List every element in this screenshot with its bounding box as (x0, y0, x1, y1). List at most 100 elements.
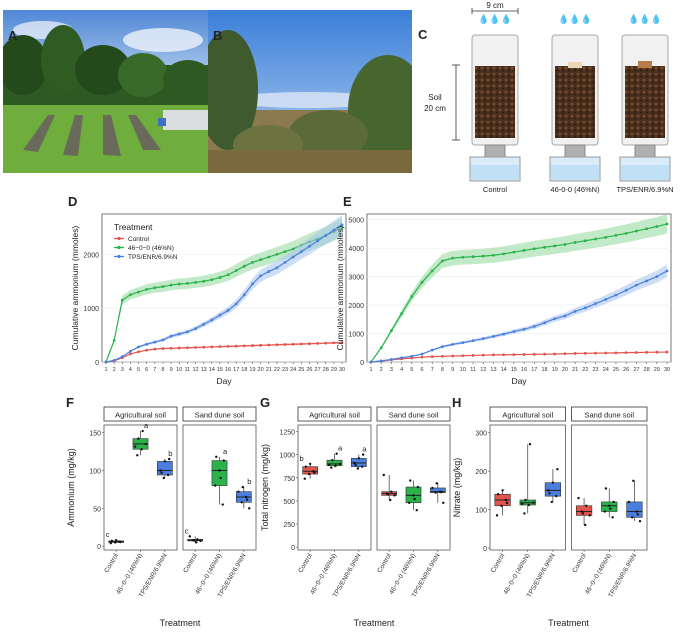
x-tick-label: 4 (129, 367, 132, 373)
y-tick-label: 1000 (348, 332, 364, 339)
data-point (524, 498, 527, 502)
series-line (370, 223, 668, 363)
data-point (222, 459, 226, 462)
data-point (202, 279, 206, 283)
box-plot: a (132, 421, 149, 457)
data-point (356, 467, 359, 470)
data-point (415, 508, 418, 512)
data-point (412, 494, 415, 497)
data-point (435, 482, 438, 485)
x-tick-label: 20 (258, 367, 264, 373)
data-point (501, 489, 504, 492)
data-point (202, 345, 206, 349)
data-point (441, 354, 444, 358)
data-point (133, 445, 137, 448)
data-point (169, 346, 173, 350)
data-point (624, 351, 628, 355)
column-label: 46-0-0 (46%N) (550, 185, 600, 194)
data-point (634, 229, 638, 233)
data-point (553, 317, 557, 321)
data-point (215, 455, 218, 459)
x-tick-label: 2 (380, 367, 383, 373)
data-point (251, 261, 254, 264)
data-point (410, 354, 414, 358)
data-point (583, 351, 587, 355)
data-point (327, 463, 331, 467)
confidence-band (371, 214, 667, 362)
data-point (120, 355, 124, 359)
data-point (594, 351, 597, 355)
data-point (523, 512, 526, 515)
y-tick-label: 300 (475, 431, 487, 438)
data-point (357, 457, 361, 460)
water-drops-icon: 💧💧💧 (628, 13, 662, 24)
data-point (528, 443, 532, 446)
x-tick-label: 46−0−0 (46%N) (115, 553, 144, 596)
box-plot (544, 468, 562, 504)
data-point (226, 273, 230, 277)
data-point (153, 286, 157, 290)
x-axis-label: Day (511, 376, 527, 386)
data-point (379, 346, 383, 350)
data-point (240, 501, 243, 504)
data-point (527, 503, 531, 507)
y-tick-label: 0 (360, 360, 364, 367)
photo-sand-dune (208, 10, 412, 173)
data-point (439, 490, 443, 494)
data-point (335, 452, 338, 455)
data-point (259, 274, 263, 278)
box-plot (626, 479, 643, 523)
y-tick-label: 150 (89, 431, 101, 438)
facet-strip (489, 406, 566, 422)
x-tick-label: 28 (644, 367, 650, 373)
data-point (308, 342, 311, 346)
x-tick-label: 15 (217, 367, 223, 373)
significance-letter: a (223, 447, 228, 456)
data-point (141, 429, 144, 433)
x-tick-label: 25 (298, 367, 304, 373)
data-point (169, 283, 173, 287)
x-tick-label: 30 (339, 367, 345, 373)
data-point (334, 464, 337, 467)
data-point (196, 538, 199, 541)
box-plot (429, 482, 446, 504)
box-plot (575, 496, 593, 527)
data-point (218, 276, 222, 279)
data-point (259, 258, 263, 262)
facet-strip (103, 406, 178, 422)
y-tick-label: 50 (93, 506, 101, 513)
data-point (144, 442, 148, 446)
x-tick-label: 3 (121, 367, 124, 373)
x-tick-label: 24 (290, 367, 296, 373)
data-point (655, 275, 659, 279)
series-line (105, 224, 343, 363)
panel-label-d: D (68, 194, 78, 209)
facet-label: Sand dune soil (389, 411, 439, 420)
y-tick-label: 100 (89, 468, 101, 475)
data-point (556, 468, 559, 471)
x-tick-label: 15 (511, 367, 517, 373)
data-point (109, 541, 112, 545)
data-point (177, 332, 181, 336)
data-point (645, 350, 648, 354)
water-drops-icon: 💧💧💧 (478, 13, 512, 24)
box (626, 501, 643, 518)
data-point (177, 282, 181, 286)
legend-label: Control (128, 236, 150, 243)
y-tick-label: 2000 (348, 303, 364, 310)
data-point (655, 350, 659, 354)
data-point (630, 516, 634, 519)
y-tick-label: 5000 (348, 218, 364, 225)
data-point (555, 494, 558, 498)
legend-title: Treatment (114, 222, 153, 232)
data-point (551, 481, 555, 484)
facet-strip (297, 406, 372, 422)
legend-marker (117, 236, 121, 241)
data-point (430, 348, 434, 352)
data-point (330, 466, 333, 469)
data-point (409, 479, 412, 482)
x-tick-label: 17 (233, 367, 239, 373)
significance-letter: a (362, 445, 367, 454)
data-point (226, 344, 230, 348)
data-point (632, 479, 635, 482)
